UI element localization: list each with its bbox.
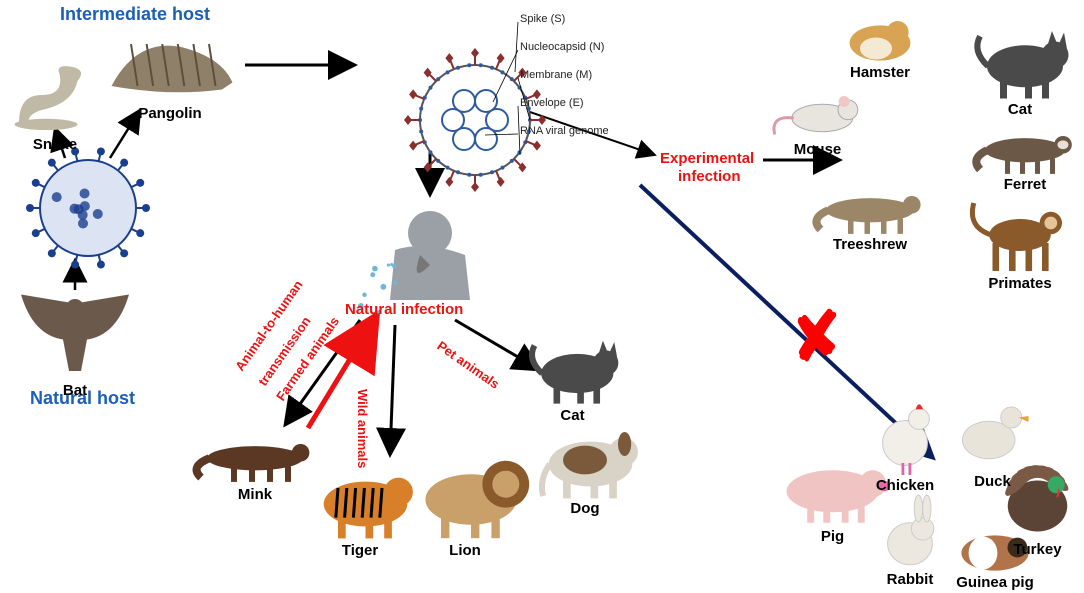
animal-name-ferret: Ferret xyxy=(1004,176,1047,193)
label-wild-animals: Wild animals xyxy=(355,389,370,468)
animal-label-hamster: Hamster xyxy=(840,10,920,65)
animal-name-snake: Snake xyxy=(33,136,77,153)
arrow-virus-to-pangolin xyxy=(110,110,140,158)
animal-name-pig: Pig xyxy=(821,528,844,545)
virus-label-envelope: Envelope (E) xyxy=(520,97,584,109)
animal-label-snake: Snake xyxy=(10,60,100,130)
animal-name-primates: Primates xyxy=(988,275,1051,292)
virus-label-rna: RNA viral genome xyxy=(520,125,609,137)
animal-name-bat: Bat xyxy=(63,382,87,399)
animal-label-bat: Bat xyxy=(15,290,135,380)
virus-label-membrane: Membrane (M) xyxy=(520,69,592,81)
animal-name-lion: Lion xyxy=(449,542,481,559)
animal-label-primates: Primates xyxy=(965,195,1075,275)
animal-label-dog: Dog xyxy=(530,420,640,500)
label-experimental-1: Experimental xyxy=(660,150,754,167)
animal-name-pangolin: Pangolin xyxy=(138,105,201,122)
animal-name-hamster: Hamster xyxy=(850,64,910,81)
label-natural-infection: Natural infection xyxy=(345,301,463,318)
animal-label-pangolin: Pangolin xyxy=(105,30,235,100)
virus-label-nucleocapsid: Nucleocapsid (N) xyxy=(520,41,604,53)
animal-label-mouse: Mouse xyxy=(770,85,865,140)
animal-name-mouse: Mouse xyxy=(794,141,842,158)
animal-label-guinea: Guinea pig xyxy=(955,520,1035,575)
animal-name-cat2: Cat xyxy=(1008,101,1032,118)
animal-name-treeshrew: Treeshrew xyxy=(833,236,907,253)
animal-name-mink: Mink xyxy=(238,486,272,503)
label-pet-animals: Pet animals xyxy=(434,338,502,392)
virus-label-spike: Spike (S) xyxy=(520,13,565,25)
human-icon xyxy=(358,211,470,314)
animal-name-guinea: Guinea pig xyxy=(956,574,1034,591)
animal-label-rabbit: Rabbit xyxy=(875,495,945,570)
animal-label-mink: Mink xyxy=(195,428,315,483)
animal-label-cat2: Cat xyxy=(970,25,1070,100)
animal-label-tiger: Tiger xyxy=(305,460,415,540)
animal-label-lion: Lion xyxy=(405,450,525,540)
heading-intermediate-host: Intermediate host xyxy=(60,4,210,25)
animal-label-ferret: Ferret xyxy=(975,120,1075,175)
label-experimental-2: infection xyxy=(678,168,741,185)
animal-label-cat1: Cat xyxy=(525,335,620,405)
animal-label-pig: Pig xyxy=(775,450,890,525)
arrow-human-to-wild xyxy=(390,325,395,455)
diagram-stage: ✘ Intermediate host Natural host Spike (… xyxy=(0,0,1084,593)
animal-label-treeshrew: Treeshrew xyxy=(815,180,925,235)
animal-name-rabbit: Rabbit xyxy=(887,571,934,588)
virus-small-icon xyxy=(26,147,150,268)
animal-name-tiger: Tiger xyxy=(342,542,378,559)
not-susceptible-cross: ✘ xyxy=(785,297,849,379)
animal-name-dog: Dog xyxy=(570,500,599,517)
